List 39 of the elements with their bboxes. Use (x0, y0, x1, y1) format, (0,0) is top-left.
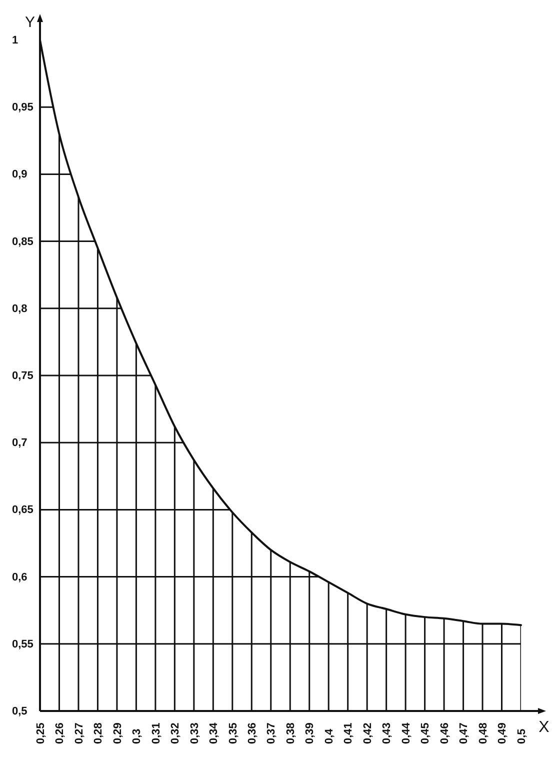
x-tick-label: 0,34 (208, 722, 220, 744)
y-tick-label: 0,7 (12, 437, 28, 450)
x-tick-label: 0,4 (323, 728, 336, 744)
y-tick-label: 0,85 (12, 236, 34, 248)
x-tick-label: 0,44 (400, 722, 412, 744)
x-tick-label: 0,36 (246, 722, 258, 744)
x-tick-label: 0,39 (304, 722, 316, 744)
x-tick-label: 0,28 (92, 722, 105, 744)
x-tick-label: 0,33 (188, 722, 201, 744)
y-tick-label: 0,75 (12, 370, 34, 382)
y-tick-label: 0,55 (12, 638, 34, 650)
x-tick-label: 0,47 (458, 722, 470, 744)
y-tick-label: 0,65 (12, 504, 34, 516)
x-tick-label: 0,26 (54, 722, 66, 744)
x-tick-label: 0,29 (112, 722, 124, 744)
y-tick-label: 0,95 (12, 102, 34, 114)
x-tick-label: 0,3 (131, 728, 144, 744)
x-tick-label: 0,42 (362, 722, 374, 744)
y-tick-label: 0,8 (12, 302, 28, 315)
x-tick-label: 0,35 (227, 722, 240, 744)
x-axis-title: X (538, 719, 550, 736)
y-tick-label: 0,9 (12, 168, 28, 181)
x-tick-label: 0,48 (477, 722, 490, 744)
y-tick-label: 0,6 (12, 571, 28, 584)
x-tick-label: 0,27 (73, 722, 86, 744)
x-tick-label: 0,25 (34, 722, 47, 744)
x-tick-label: 0,41 (342, 722, 355, 744)
x-tick-label: 0,45 (420, 722, 432, 744)
x-tick-label: 0,32 (170, 722, 182, 744)
x-tick-label: 0,49 (496, 722, 509, 744)
y-axis-title: Y (24, 14, 36, 31)
y-tick-label: 1 (12, 34, 18, 47)
x-tick-label: 0,46 (438, 722, 451, 744)
y-tick-label: 0,5 (12, 706, 28, 718)
x-tick-label: 0,5 (516, 728, 528, 744)
x-tick-label: 0,31 (150, 722, 162, 744)
x-tick-label: 0,43 (381, 722, 394, 744)
x-tick-label: 0,37 (266, 722, 278, 744)
x-tick-label: 0,38 (284, 722, 297, 744)
